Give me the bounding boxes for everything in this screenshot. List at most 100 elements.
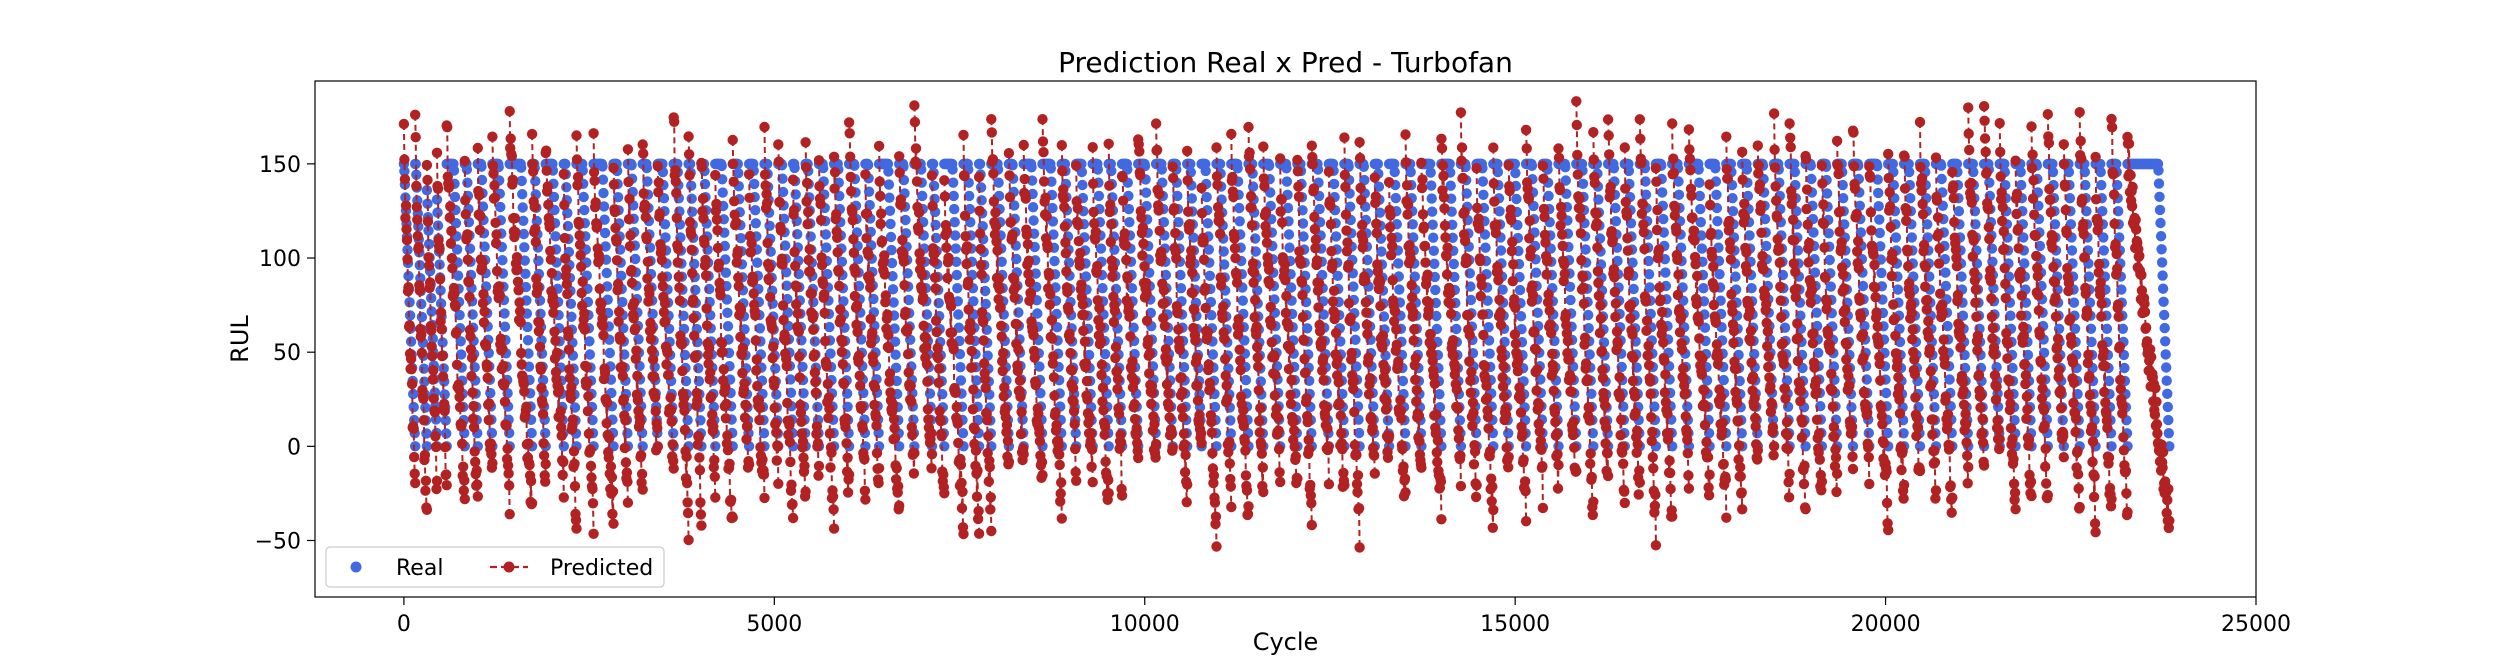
predicted-point [759,121,770,133]
real-point [452,270,464,281]
predicted-point [786,479,797,490]
real-point [449,191,461,203]
predicted-point [820,335,831,347]
predicted-point [983,476,994,487]
predicted-point [1015,391,1026,402]
predicted-point [706,391,717,402]
predicted-point [922,404,934,415]
predicted-point [1104,180,1115,191]
predicted-point [842,487,854,498]
real-point [1202,218,1214,229]
predicted-point [826,447,837,458]
predicted-point [1087,142,1098,153]
predicted-point [867,327,878,338]
real-point [886,257,898,269]
predicted-point [567,414,579,425]
predicted-point [454,391,465,403]
predicted-point [1010,282,1021,293]
predicted-point [427,350,438,362]
predicted-point [873,140,885,152]
real-point [758,428,770,439]
predicted-point [978,335,989,346]
real-point [2160,336,2171,347]
real-point [1430,284,1441,296]
predicted-point [435,307,447,318]
predicted-point [1081,375,1093,387]
predicted-point [515,317,526,328]
real-point [530,176,541,187]
real-point [778,213,790,224]
predicted-point [883,342,895,354]
predicted-point [663,369,674,381]
real-point [1204,270,1216,281]
predicted-point [1094,302,1105,314]
predicted-point [456,419,467,430]
predicted-point [1082,394,1093,405]
real-point [1032,308,1043,319]
predicted-point [672,257,683,268]
predicted-point [1058,184,1069,195]
predicted-point [717,346,728,358]
real-point [1393,258,1404,269]
real-point [790,189,801,200]
predicted-point [704,342,715,353]
predicted-point [579,308,590,319]
real-point [1657,187,1668,198]
real-point [1673,189,1685,200]
predicted-point [1018,449,1029,460]
predicted-point [489,180,500,191]
predicted-point [773,139,784,150]
predicted-point [849,290,861,302]
real-point [462,177,473,188]
predicted-point [986,127,997,138]
predicted-point [479,306,490,317]
real-point [2162,401,2173,413]
predicted-point [474,190,485,201]
predicted-point [451,359,463,370]
predicted-point [607,486,619,497]
predicted-point [876,208,887,219]
predicted-point [626,277,638,289]
predicted-point [535,364,547,375]
predicted-point [767,352,778,364]
predicted-point [1096,369,1107,381]
predicted-point [604,432,615,444]
predicted-point [538,438,549,449]
predicted-point [562,288,573,300]
predicted-point [959,170,970,182]
predicted-point [477,257,488,268]
predicted-point [861,208,873,219]
predicted-point [1060,237,1071,248]
predicted-point [559,232,570,244]
predicted-point [541,165,552,176]
predicted-point [983,430,994,442]
predicted-point [482,372,493,384]
real-point [2160,349,2171,360]
predicted-point [1061,266,1072,277]
predicted-point [772,441,783,452]
predicted-point [673,271,684,282]
real-point [1123,203,1135,215]
predicted-point [444,212,455,223]
predicted-point [831,209,842,220]
predicted-point [557,469,568,481]
real-point [1846,402,1857,413]
predicted-point [462,254,474,265]
real-point [630,253,641,265]
predicted-point [609,206,621,218]
predicted-point [815,214,827,226]
predicted-point [887,399,899,410]
predicted-point [486,449,497,460]
predicted-point [900,306,911,318]
predicted-point [566,381,577,393]
real-point [584,349,596,360]
real-point [1394,284,1405,295]
predicted-point [993,273,1005,284]
predicted-point [1105,199,1116,210]
predicted-point [712,225,723,236]
real-point [604,347,615,359]
real-point [2161,375,2172,386]
predicted-point [510,227,521,238]
predicted-point [509,213,521,224]
